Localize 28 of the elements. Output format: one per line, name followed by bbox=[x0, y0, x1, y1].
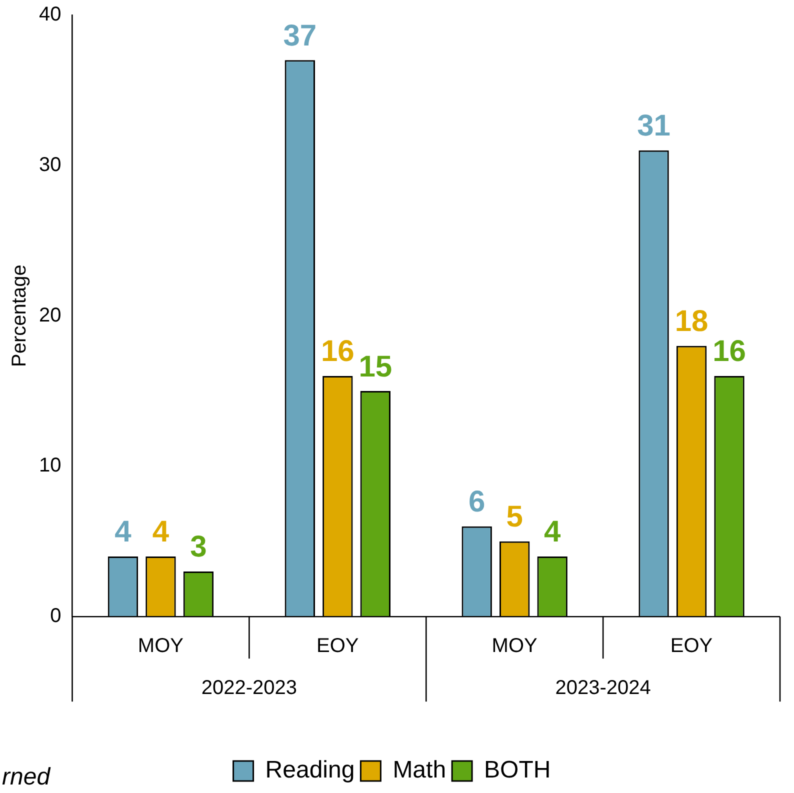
data-label: 16 bbox=[320, 335, 354, 368]
x-tick-label: EOY bbox=[670, 635, 713, 658]
y-tick-label: 10 bbox=[38, 454, 62, 477]
data-label: 15 bbox=[358, 350, 392, 384]
y-tick-label: 20 bbox=[38, 304, 62, 326]
y-axis-title: Percentage bbox=[8, 264, 31, 367]
data-label: 37 bbox=[283, 19, 317, 52]
text: rned bbox=[2, 764, 51, 791]
text: 2023-2024 bbox=[555, 677, 651, 700]
legend-label: BOTH bbox=[484, 756, 551, 784]
y-tick-label: 0 bbox=[50, 605, 62, 628]
data-label: 4 bbox=[114, 516, 132, 549]
data-label: 6 bbox=[468, 486, 486, 519]
x-tick-label: EOY bbox=[316, 635, 359, 658]
y-tick-label: 40 bbox=[38, 4, 62, 26]
data-label: 5 bbox=[506, 500, 523, 534]
data-label: 18 bbox=[674, 305, 708, 338]
data-label: 4 bbox=[544, 516, 561, 549]
legend-label: Reading bbox=[265, 756, 355, 784]
x-tick-label: MOY bbox=[138, 635, 184, 658]
data-label: 16 bbox=[712, 335, 746, 368]
data-label: 31 bbox=[637, 110, 670, 143]
x-tick-label: MOY bbox=[492, 635, 538, 658]
y-tick-label: 30 bbox=[38, 154, 62, 176]
data-label: 3 bbox=[190, 530, 207, 564]
legend-label: Math bbox=[392, 756, 446, 784]
text: 2022-2023 bbox=[201, 677, 298, 700]
data-label: 4 bbox=[152, 516, 170, 549]
